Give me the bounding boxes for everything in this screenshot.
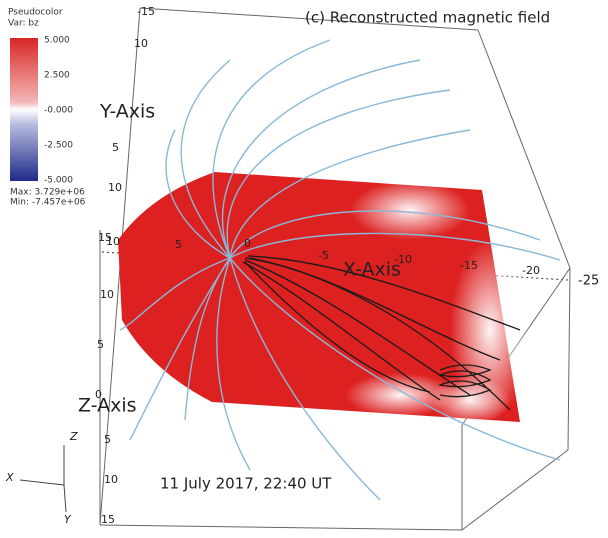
legend-max: Max: 3.729e+06 xyxy=(10,188,85,198)
y-tick: 10 xyxy=(108,181,122,194)
y-axis-label: Y-Axis xyxy=(99,101,155,123)
legend-title: Pseudocolor xyxy=(8,8,63,18)
z-tick: 10 xyxy=(104,473,118,486)
legend-tick: 2.500 xyxy=(44,71,70,81)
z-axis-label: Z-Axis xyxy=(78,395,137,417)
z-tick: 10 xyxy=(100,288,114,301)
triad-x: X xyxy=(5,471,14,484)
legend: Pseudocolor Var: bz 5.000 2.500 -0.000 -… xyxy=(8,8,86,208)
x-axis-label: X-Axis xyxy=(343,259,401,281)
legend-tick: 5.000 xyxy=(44,36,70,46)
legend-tick: -0.000 xyxy=(44,106,73,116)
triad-y: Y xyxy=(64,513,72,526)
y-tick: 10 xyxy=(134,37,148,50)
legend-variable: Var: bz xyxy=(8,19,39,29)
timestamp: 11 July 2017, 22:40 UT xyxy=(160,475,332,493)
legend-tick: -5.000 xyxy=(44,176,73,186)
x-tick: -20 xyxy=(522,264,540,277)
legend-min: Min: -7.457e+06 xyxy=(10,198,86,208)
x-tick: -10 xyxy=(394,253,412,266)
legend-tick: -2.500 xyxy=(44,141,73,151)
x-tick: -15 xyxy=(460,259,478,272)
x-tick: -25 xyxy=(578,274,599,289)
y-tick: 10 xyxy=(106,235,120,248)
x-tick: -5 xyxy=(318,249,329,262)
x-tick: 5 xyxy=(175,238,182,251)
y-tick: 5 xyxy=(112,141,119,154)
y-tick: -15 xyxy=(137,5,155,18)
z-tick: 0 xyxy=(95,388,102,401)
z-tick: 5 xyxy=(97,338,104,351)
closed-field-lines xyxy=(242,255,521,411)
triad-z: Z xyxy=(69,430,78,443)
x-tick: 0 xyxy=(244,237,251,250)
z-tick: 5 xyxy=(104,433,111,446)
axis-triad: Z X Y xyxy=(5,430,78,526)
bz-surface xyxy=(118,172,530,425)
field-lines xyxy=(119,39,561,501)
y-tick: 15 xyxy=(98,231,112,244)
title: (c) Reconstructed magnetic field xyxy=(305,9,550,27)
z-tick: 15 xyxy=(101,513,115,526)
color-bar xyxy=(10,38,38,181)
